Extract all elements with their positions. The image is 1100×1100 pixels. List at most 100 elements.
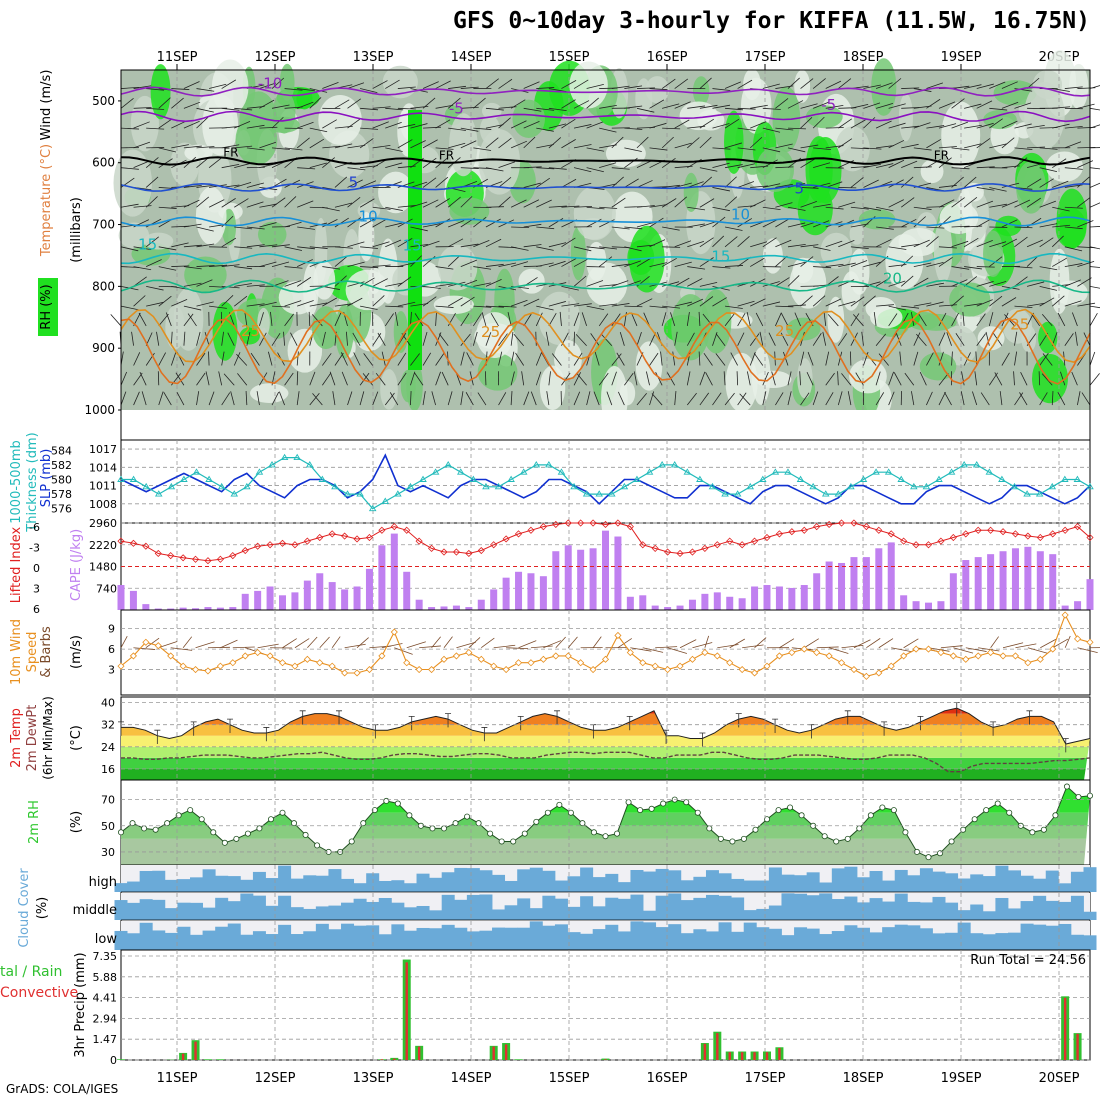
wind-barb (120, 246, 139, 252)
wind-barb (548, 107, 567, 112)
wind-barb (1039, 266, 1058, 271)
wind-barb (900, 275, 914, 287)
wind-barb (523, 298, 540, 307)
wind-barb (736, 371, 739, 386)
li-marker (974, 526, 982, 534)
wind-barb (422, 391, 426, 406)
wind-speed-marker (1036, 655, 1044, 663)
wind-barb (171, 88, 190, 90)
wind-barb (800, 244, 819, 248)
wind-barb (511, 246, 529, 251)
thickness-marker (834, 490, 843, 497)
wind-barb (611, 226, 630, 230)
wind-barb (825, 80, 842, 89)
wind-barb (397, 139, 413, 149)
cloud-cover-bar (542, 895, 556, 920)
cloud-cover-bar (580, 896, 594, 920)
wind-barb (888, 280, 906, 287)
wind-speed-marker (676, 662, 684, 670)
cape-bar (279, 595, 286, 610)
wind-barb (926, 98, 941, 109)
thickness-marker (494, 482, 503, 490)
wind-barb (1089, 373, 1100, 386)
wind-barb (645, 371, 650, 386)
wind-barb (435, 104, 454, 109)
wind-barb (1089, 85, 1100, 89)
wind-barb (236, 353, 248, 366)
wind-barb (649, 352, 659, 366)
wind-barb (901, 160, 918, 169)
wind-barb (309, 138, 325, 149)
wind-barb (787, 206, 806, 211)
wind-barb (775, 127, 794, 131)
wind-barb (347, 118, 361, 129)
cloud-cover-bar (655, 868, 669, 892)
wind-barb (1064, 141, 1082, 149)
cape-bar (862, 557, 870, 610)
wind-barb (196, 196, 210, 208)
wind-barb (573, 391, 581, 406)
wind-barb (586, 280, 604, 287)
wind-barb (800, 392, 810, 406)
wind-barb (963, 237, 979, 248)
wind-barb (1026, 197, 1041, 208)
wind-barb (800, 200, 818, 208)
cloud-cover-bar (215, 875, 229, 892)
wind-barb (460, 296, 475, 307)
wind-speed-marker (490, 662, 498, 670)
wind-barb (221, 198, 236, 208)
wind-barb (385, 121, 402, 129)
wind-barb (888, 391, 895, 406)
wind-barb (410, 123, 428, 129)
wind-barb (799, 371, 801, 386)
wind-speed-marker (278, 659, 287, 667)
wind-barb (385, 222, 403, 228)
wind-barb (749, 136, 763, 149)
wind-barb (435, 311, 437, 326)
thickness-marker (771, 468, 780, 475)
li-marker (365, 533, 374, 542)
wind-barb (787, 261, 806, 267)
date-label-top: 19SEP (941, 50, 982, 65)
rh-patch (287, 328, 323, 373)
wind-barb (1075, 331, 1078, 346)
wind-barb (573, 312, 580, 327)
cape-bar (179, 607, 187, 610)
wind-barb (448, 85, 467, 89)
wind-barb (624, 246, 642, 252)
wind-barb (913, 277, 929, 287)
wind-speed-marker (378, 652, 386, 660)
cloud-cover-bar (945, 902, 959, 920)
wind-barb (573, 144, 592, 149)
wind-barb (271, 332, 281, 346)
wind-barb (946, 332, 952, 346)
wind-barb (962, 311, 965, 326)
wind-barb (699, 118, 714, 129)
rh2m-marker (521, 830, 528, 837)
li-marker (539, 523, 547, 531)
wind-barb (901, 305, 920, 309)
thickness-marker (243, 482, 251, 490)
wind-barb (447, 391, 453, 406)
cape-bar (440, 606, 448, 610)
thickness-marker (343, 490, 352, 497)
wind-barb (196, 88, 215, 92)
wind-barb (988, 312, 994, 327)
wind-barb (510, 331, 514, 346)
surface-wind-barb (307, 636, 318, 648)
cape-bar (490, 589, 498, 610)
rh2m-marker (960, 826, 967, 833)
wind-barb (787, 127, 806, 130)
wind-barb (187, 313, 197, 327)
wind-barb (989, 118, 1003, 129)
li-marker (303, 537, 311, 545)
cloud-cover-bar (227, 923, 241, 950)
wind-barb (498, 161, 516, 169)
cape-bar (1086, 579, 1094, 610)
cape-bar (390, 533, 398, 610)
rh2m-marker (533, 818, 540, 825)
wind-barb (1064, 167, 1083, 170)
minmax-whisker (118, 721, 124, 736)
wind-speed-marker (514, 659, 523, 667)
wind-barb (875, 206, 894, 212)
